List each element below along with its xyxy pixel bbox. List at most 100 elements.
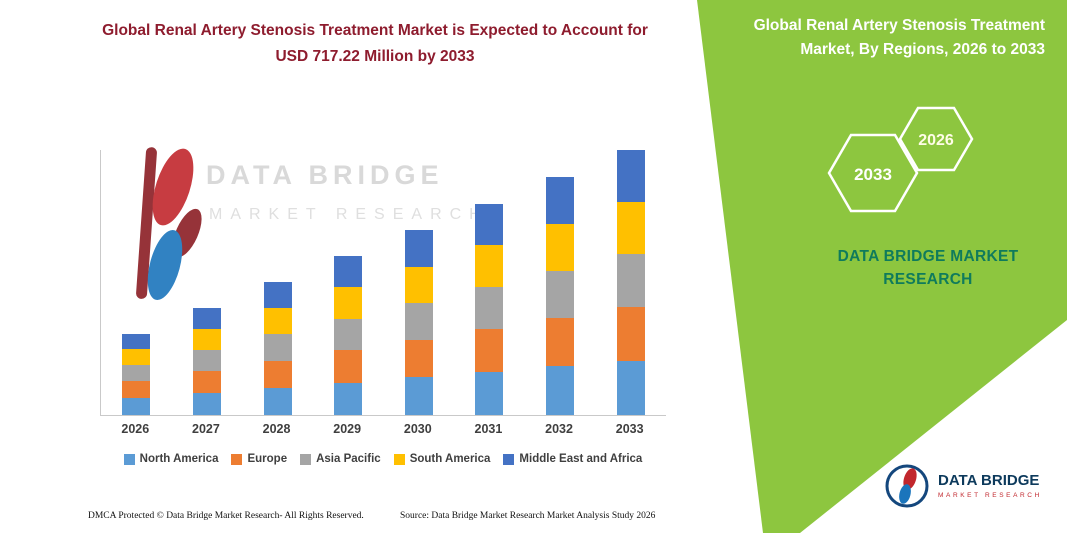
x-axis-label-2032: 2032	[545, 422, 573, 436]
bar-segment-2028-europe	[263, 360, 292, 388]
x-axis-label-2027: 2027	[192, 422, 220, 436]
footer-source-text: Source: Data Bridge Market Research Mark…	[400, 511, 656, 521]
watermark-text-line1: DATA BRIDGE	[206, 160, 444, 190]
bar-segment-2032-south-america	[546, 223, 575, 271]
bar-segment-2029-north-america	[334, 382, 363, 415]
bar-segment-2032-asia-pacific	[546, 270, 575, 319]
bar-segment-2028-south-america	[263, 307, 292, 335]
bar-segment-2030-south-america	[404, 266, 433, 304]
stacked-bar-2027	[192, 307, 221, 415]
x-axis-label-2029: 2029	[333, 422, 362, 436]
legend-label: Middle East and Africa	[519, 453, 643, 465]
stacked-bar-2028	[263, 282, 292, 415]
corner-logo-text: DATA BRIDGE MARKET RESEARCH	[938, 471, 1042, 500]
stacked-bar-2026	[122, 333, 151, 415]
hexagon-2033-outline	[827, 133, 919, 213]
x-axis-label-2033: 2033	[615, 422, 644, 436]
bar-slot-2030	[384, 150, 455, 415]
watermark-text-line2: MARKET RESEARCH	[209, 206, 489, 223]
bar-slot-2028	[242, 150, 313, 415]
bar-slot-2027	[172, 150, 243, 415]
bar-segment-2028-asia-pacific	[263, 334, 292, 361]
bar-segment-2027-asia-pacific	[192, 349, 221, 372]
hexagon-2033-label: 2033	[854, 165, 892, 184]
bar-segment-2026-europe	[122, 381, 151, 398]
bar-segment-2029-europe	[334, 350, 363, 383]
bar-segment-2031-middle-east-and-africa	[475, 203, 504, 246]
data-bridge-watermark-logo-icon	[136, 147, 202, 300]
stacked-bar-2033	[616, 150, 645, 415]
x-axis-label-2030: 2030	[403, 422, 432, 436]
bar-segment-2026-asia-pacific	[122, 365, 151, 382]
legend-label: Asia Pacific	[316, 453, 381, 465]
bar-segment-2033-north-america	[616, 360, 645, 415]
legend-swatch-icon	[503, 453, 515, 465]
stacked-bar-2029	[334, 256, 363, 415]
bar-slot-2031	[454, 150, 525, 415]
bar-segment-2029-asia-pacific	[334, 318, 363, 351]
bar-slot-2032	[525, 150, 596, 415]
stacked-bar-2032	[546, 177, 575, 415]
bar-segment-2030-europe	[404, 340, 433, 378]
data-bridge-corner-logo: DATA BRIDGE MARKET RESEARCH	[884, 463, 1042, 509]
bar-segment-2028-north-america	[263, 387, 292, 415]
legend-item-asia-pacific: Asia Pacific	[300, 453, 381, 465]
hexagon-2026-outline	[898, 106, 974, 172]
stacked-bar-2030	[404, 230, 433, 415]
bar-segment-2029-south-america	[334, 287, 363, 319]
bar-slot-2033	[595, 150, 666, 415]
bar-segment-2033-europe	[616, 307, 645, 361]
bar-segment-2031-south-america	[475, 245, 504, 287]
x-axis-labels: 2026 2027 2028 2029 2030 2031 2032 2033	[100, 422, 665, 436]
side-panel-heading: Global Renal Artery Stenosis Treatment M…	[753, 17, 1045, 59]
chart-plot	[100, 150, 666, 416]
x-axis-label-2026: 2026	[121, 422, 150, 436]
hexagon-2026-label: 2026	[918, 132, 954, 149]
bar-segment-2029-middle-east-and-africa	[334, 256, 363, 288]
corner-logo-subtitle: MARKET RESEARCH	[938, 492, 1042, 500]
bar-segment-2032-middle-east-and-africa	[546, 177, 575, 224]
bar-segment-2027-north-america	[192, 392, 221, 415]
bar-segment-2033-middle-east-and-africa	[616, 150, 645, 203]
bar-segment-2026-south-america	[122, 349, 151, 366]
legend-label: South America	[409, 453, 491, 465]
bar-segment-2030-middle-east-and-africa	[404, 230, 433, 267]
bar-segment-2031-europe	[475, 328, 504, 372]
legend-item-south-america: South America	[393, 453, 491, 465]
bar-slot-2026	[101, 150, 172, 415]
bar-segment-2030-asia-pacific	[404, 303, 433, 341]
legend-label: Europe	[247, 453, 288, 465]
bar-segment-2032-north-america	[546, 366, 575, 415]
bar-segment-2027-south-america	[192, 328, 221, 350]
legend-swatch-icon	[300, 453, 312, 465]
legend-item-europe: Europe	[231, 453, 287, 465]
legend-swatch-icon	[393, 453, 405, 465]
side-panel-brand-text: DATA BRIDGE MARKET RESEARCH	[837, 248, 1019, 289]
data-bridge-logo-icon	[885, 464, 929, 508]
bar-segment-2026-north-america	[122, 398, 151, 415]
legend-swatch-icon	[231, 453, 243, 465]
corner-logo-title: DATA BRIDGE	[938, 471, 1040, 489]
footer-dmca-text: DMCA Protected © Data Bridge Market Rese…	[88, 511, 364, 521]
x-axis-label-2028: 2028	[262, 422, 291, 436]
bar-segment-2031-asia-pacific	[475, 286, 504, 329]
x-axis-label-2031: 2031	[474, 422, 503, 436]
bar-segment-2031-north-america	[475, 371, 504, 415]
stacked-bar-2031	[475, 203, 504, 415]
chart-legend: North America Europe Asia Pacific South Ame…	[88, 453, 678, 465]
bar-slot-2029	[313, 150, 384, 415]
bar-segment-2033-asia-pacific	[616, 254, 645, 308]
legend-item-middle-east-and-africa: Middle East and Africa	[503, 453, 642, 465]
bar-segment-2027-middle-east-and-africa	[192, 307, 221, 329]
legend-label: North America	[139, 453, 219, 465]
bar-segment-2032-europe	[546, 318, 575, 367]
chart-title: Global Renal Artery Stenosis Treatment M…	[102, 22, 648, 65]
year-hexagons: 2033 2026	[827, 106, 974, 213]
bar-segment-2030-north-america	[404, 377, 433, 415]
legend-swatch-icon	[123, 453, 135, 465]
bar-segment-2026-middle-east-and-africa	[122, 333, 151, 350]
bar-segment-2027-europe	[192, 371, 221, 393]
bar-segment-2028-middle-east-and-africa	[263, 282, 292, 308]
legend-item-north-america: North America	[123, 453, 219, 465]
